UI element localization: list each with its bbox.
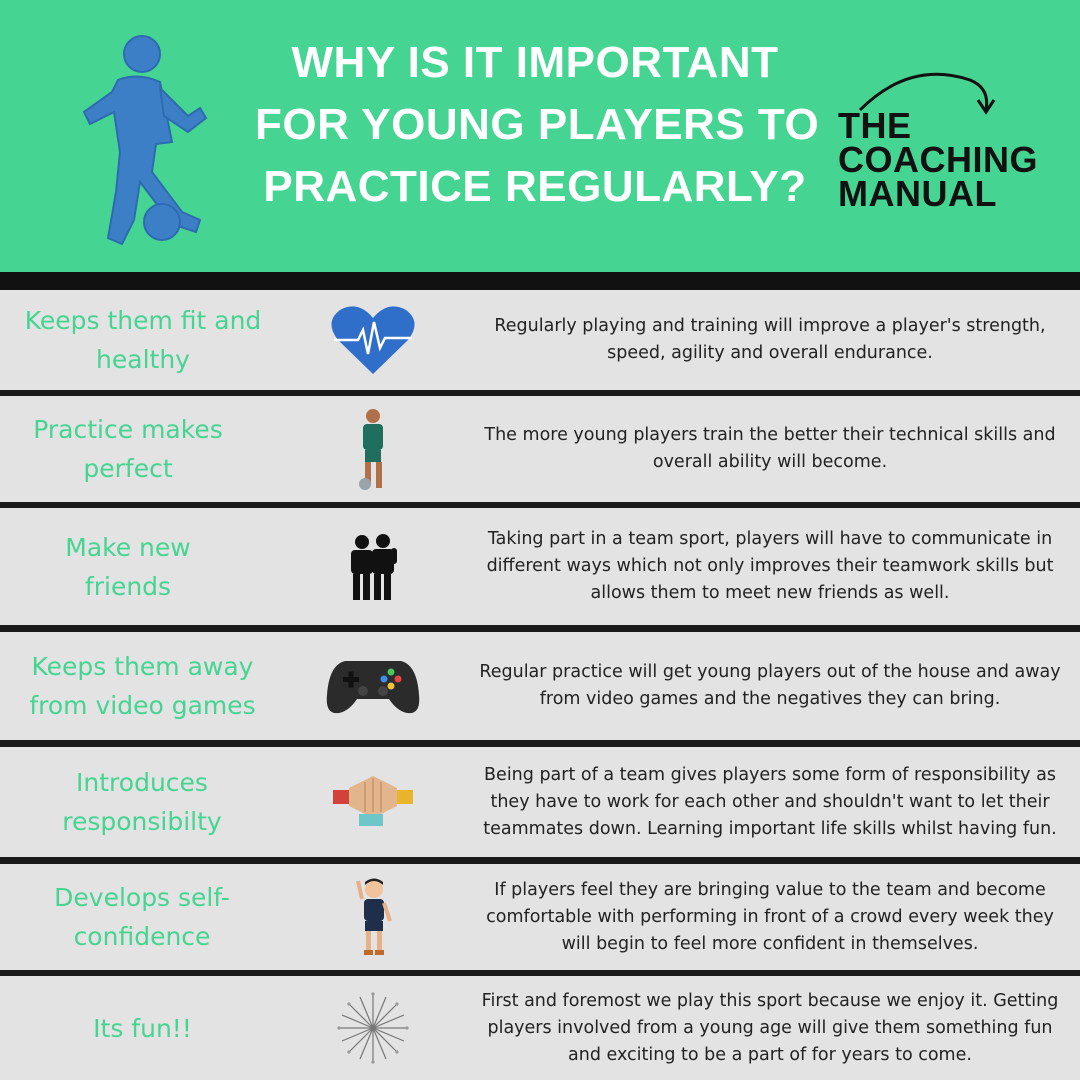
row-description: If players feel they are bringing value … [486, 879, 1054, 954]
friends-icon [318, 508, 428, 625]
footballer-icon [318, 396, 428, 502]
firework-icon [318, 976, 428, 1080]
row-description: First and foremost we play this sport be… [481, 990, 1059, 1065]
row-label: Introduces responsibilty [62, 768, 222, 836]
title-line-2: FOR YOUNG PLAYERS TO [255, 100, 820, 149]
heartbeat-icon [318, 290, 428, 390]
row-label: Keeps them fit and healthy [24, 306, 262, 374]
row-label: Develops self-confidence [54, 883, 230, 951]
list-item: Make new friends Taking part in a team s… [0, 508, 1080, 625]
gamepad-icon [318, 632, 428, 740]
title-line-1: WHY IS IT IMPORTANT [291, 38, 779, 87]
logo-line-3: MANUAL [838, 173, 997, 214]
footballer-silhouette-icon [82, 35, 208, 246]
list-item: Introduces responsibilty Being part of a… [0, 747, 1080, 857]
list-item: Practice makes perfect The more young pl… [0, 396, 1080, 502]
row-description: Taking part in a team sport, players wil… [486, 529, 1054, 603]
header-banner: WHY IS IT IMPORTANT FOR YOUNG PLAYERS TO… [0, 0, 1080, 272]
logo-line-2: COACHING [838, 139, 1038, 180]
team-hands-icon [318, 747, 428, 857]
logo-line-1: THE [838, 105, 912, 146]
waving-boy-icon [318, 864, 428, 970]
row-description: Regular practice will get young players … [479, 662, 1061, 709]
row-label: Make new friends [65, 532, 191, 601]
logo-arrow-icon [858, 72, 996, 115]
list-item: Keeps them fit and healthy Regularly pla… [0, 290, 1080, 390]
row-description: The more young players train the better … [484, 425, 1056, 472]
list-item: Develops self-confidence If players feel… [0, 864, 1080, 970]
row-label: Practice makes perfect [33, 415, 223, 483]
row-label: Keeps them away from video games [29, 652, 256, 720]
page-title: WHY IS IT IMPORTANT FOR YOUNG PLAYERS TO… [255, 32, 820, 218]
list-item: Its fun!! First and foremost we play thi… [0, 976, 1080, 1080]
header-separator [0, 272, 1080, 290]
row-description: Regularly playing and training will impr… [494, 316, 1046, 363]
list-item: Keeps them away from video games Regular… [0, 632, 1080, 740]
row-label: Its fun!! [93, 1013, 192, 1043]
title-line-3: PRACTICE REGULARLY? [263, 162, 807, 211]
coaching-manual-logo: THE COACHING MANUAL [830, 72, 1060, 214]
row-description: Being part of a team gives players some … [483, 764, 1057, 839]
